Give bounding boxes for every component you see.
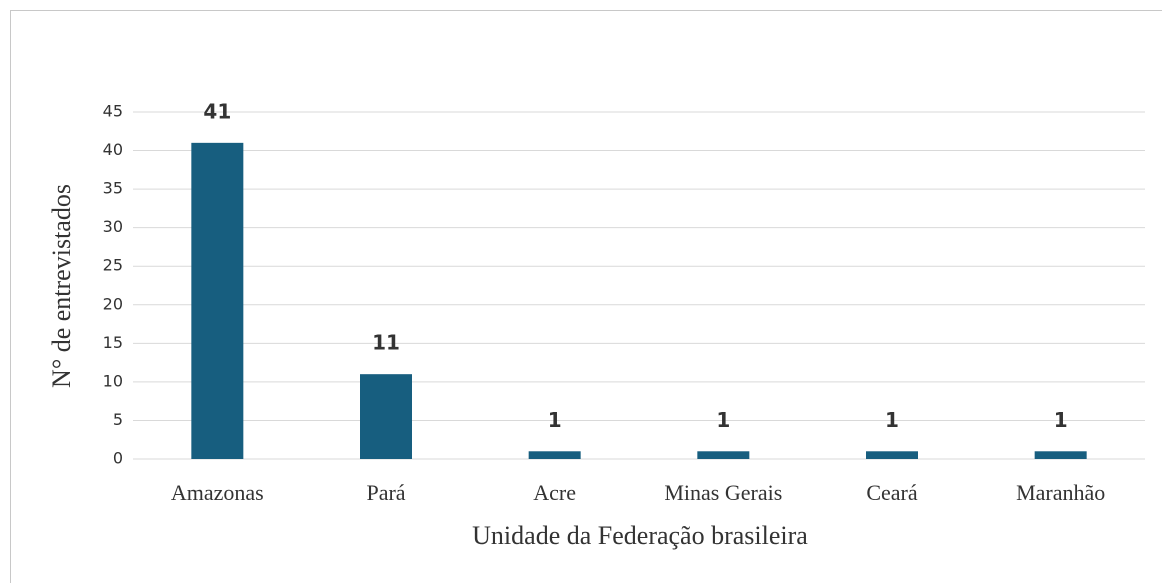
- bar: [528, 451, 581, 459]
- y-tick-label: 25: [103, 256, 123, 275]
- y-tick-label: 45: [103, 102, 123, 121]
- data-label: 1: [716, 408, 730, 432]
- y-tick-label: 35: [103, 179, 123, 198]
- bar: [1034, 451, 1087, 459]
- bar: [866, 451, 918, 459]
- bar: [191, 142, 244, 459]
- chart-border: [10, 10, 1162, 583]
- x-tick-label: Maranhão: [1016, 480, 1105, 505]
- bar: [697, 451, 750, 459]
- y-tick-label: 5: [113, 410, 123, 429]
- x-axis-title: Unidade da Federação brasileira: [472, 521, 808, 550]
- data-label: 11: [372, 331, 400, 355]
- y-axis-title: N° de entrevistados: [47, 184, 76, 388]
- y-tick-label: 15: [103, 333, 123, 352]
- y-tick-label: 10: [103, 371, 123, 390]
- bar: [360, 374, 412, 459]
- x-tick-label: Ceará: [866, 480, 918, 505]
- y-tick-label: 40: [103, 140, 123, 159]
- x-tick-label: Pará: [366, 480, 405, 505]
- x-tick-label: Acre: [533, 480, 576, 505]
- y-tick-label: 0: [113, 449, 123, 468]
- data-label: 1: [1054, 408, 1068, 432]
- y-tick-label: 20: [103, 294, 123, 313]
- data-label: 1: [885, 408, 899, 432]
- x-tick-label: Amazonas: [171, 480, 264, 505]
- data-label: 41: [203, 99, 231, 123]
- x-tick-label: Minas Gerais: [664, 480, 782, 505]
- y-tick-label: 30: [103, 217, 123, 236]
- data-label: 1: [548, 408, 562, 432]
